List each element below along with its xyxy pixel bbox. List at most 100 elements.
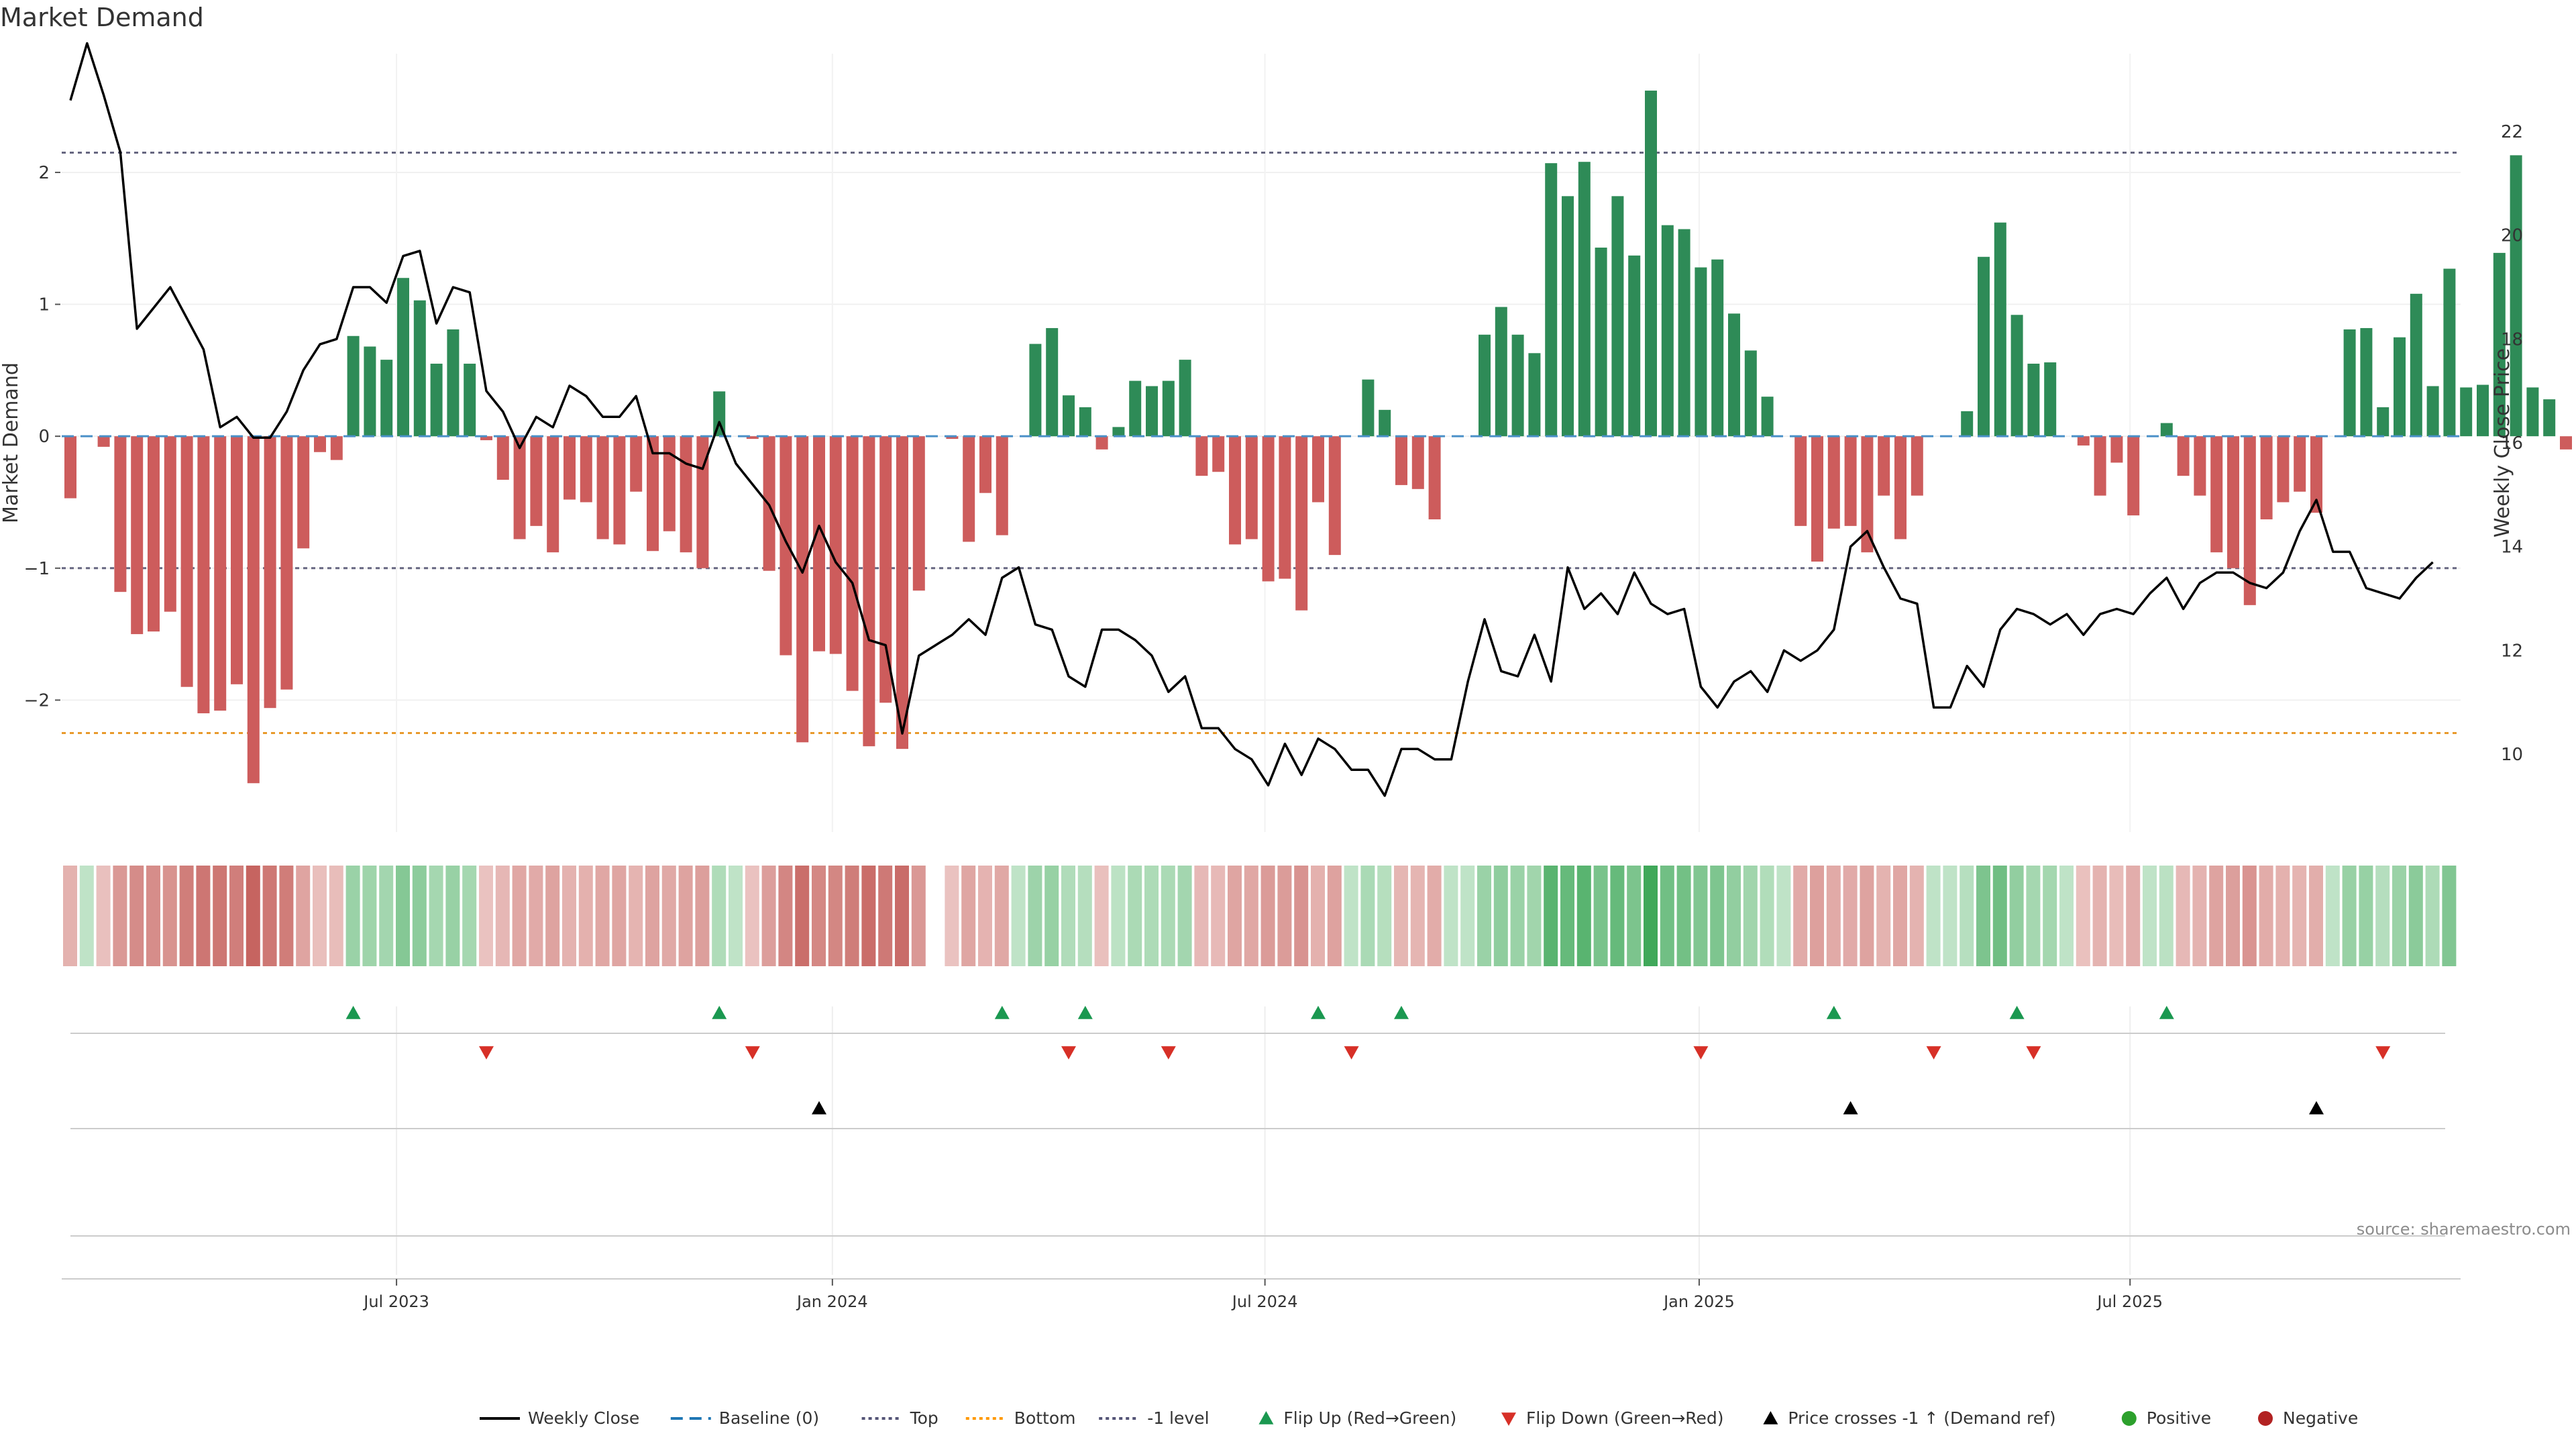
heat-cell bbox=[2043, 866, 2057, 966]
heat-cell bbox=[2325, 866, 2340, 966]
x-tick-label: Jul 2024 bbox=[1231, 1292, 1298, 1311]
heat-cell bbox=[1776, 866, 1791, 966]
demand-bar-negative bbox=[829, 436, 842, 654]
demand-bar-positive bbox=[2010, 315, 2023, 437]
heat-cell bbox=[262, 866, 277, 966]
demand-bar-negative bbox=[480, 436, 492, 441]
demand-bar-positive bbox=[2477, 384, 2489, 437]
y-left-tick-label: 0 bbox=[38, 427, 50, 447]
y-right-tick-label: 16 bbox=[2501, 433, 2523, 454]
flip-up-marker bbox=[1394, 1006, 1409, 1019]
flip-down-marker bbox=[1061, 1046, 1076, 1059]
heat-cell bbox=[345, 866, 360, 966]
x-tick-label: Jul 2025 bbox=[2096, 1292, 2163, 1311]
heat-cell bbox=[1527, 866, 1542, 966]
heat-cell bbox=[146, 866, 160, 966]
heat-cell bbox=[1644, 866, 1658, 966]
heat-cell bbox=[1510, 866, 1525, 966]
demand-bar-negative bbox=[1827, 436, 1840, 529]
demand-bar-negative bbox=[314, 436, 326, 452]
heat-cell bbox=[1477, 866, 1491, 966]
demand-bar-negative bbox=[513, 436, 526, 539]
heat-cell bbox=[1211, 866, 1226, 966]
heat-cell bbox=[229, 866, 244, 966]
y-right-tick-label: 22 bbox=[2501, 122, 2523, 142]
heat-cell bbox=[1244, 866, 1258, 966]
demand-bar-negative bbox=[1911, 436, 1923, 496]
heat-cell bbox=[1493, 866, 1508, 966]
heat-cell bbox=[1128, 866, 1142, 966]
demand-bar-positive bbox=[2377, 407, 2390, 437]
heat-cell bbox=[2309, 866, 2323, 966]
heat-cell bbox=[978, 866, 992, 966]
demand-bar-positive bbox=[2510, 155, 2522, 437]
demand-bar-positive bbox=[2443, 268, 2456, 437]
heat-cell bbox=[1560, 866, 1574, 966]
demand-bar-positive bbox=[2410, 293, 2422, 437]
demand-bar-negative bbox=[1894, 436, 1907, 539]
heat-cell bbox=[2226, 866, 2240, 966]
legend-swatch-triangle-down bbox=[1501, 1412, 1516, 1426]
heat-cell bbox=[1360, 866, 1375, 966]
demand-bar-positive bbox=[1379, 409, 1391, 437]
heat-cell bbox=[1094, 866, 1109, 966]
heat-cell bbox=[1044, 866, 1059, 966]
heat-cell bbox=[1743, 866, 1758, 966]
heat-cell bbox=[1693, 866, 1708, 966]
chart-title: Market Demand bbox=[0, 3, 204, 32]
heat-cell bbox=[129, 866, 144, 966]
demand-bar-negative bbox=[2110, 436, 2123, 463]
heat-cell bbox=[945, 866, 959, 966]
demand-bar-negative bbox=[496, 436, 509, 480]
demand-bar-positive bbox=[713, 391, 726, 437]
demand-bar-negative bbox=[64, 436, 76, 499]
demand-bar-negative bbox=[1312, 436, 1324, 503]
flip-up-marker bbox=[345, 1006, 361, 1019]
heat-cell bbox=[629, 866, 643, 966]
demand-bar-positive bbox=[1695, 267, 1707, 437]
demand-bar-negative bbox=[946, 436, 959, 439]
heat-cell bbox=[2159, 866, 2174, 966]
demand-bar-positive bbox=[1595, 248, 1607, 437]
demand-bar-negative bbox=[264, 436, 276, 709]
demand-bar-negative bbox=[2127, 436, 2140, 516]
heat-cell bbox=[113, 866, 127, 966]
heat-cell bbox=[1627, 866, 1642, 966]
heat-cell bbox=[578, 866, 593, 966]
demand-bar-positive bbox=[1528, 353, 1541, 437]
heat-cell bbox=[162, 866, 177, 966]
demand-bar-negative bbox=[813, 436, 825, 652]
heat-cell bbox=[1311, 866, 1325, 966]
heat-cell bbox=[479, 866, 493, 966]
legend-swatch-triangle-up bbox=[1763, 1411, 1778, 1424]
heat-cell bbox=[429, 866, 443, 966]
heat-cell bbox=[213, 866, 227, 966]
price-cross-marker bbox=[1843, 1101, 1858, 1114]
heat-cell bbox=[1610, 866, 1625, 966]
heat-cell bbox=[1194, 866, 1209, 966]
legend-swatch-circle bbox=[2258, 1411, 2273, 1426]
heat-cell bbox=[529, 866, 543, 966]
heat-cell bbox=[645, 866, 659, 966]
heat-cell bbox=[795, 866, 810, 966]
heat-cell bbox=[96, 866, 111, 966]
demand-bar-positive bbox=[2493, 252, 2506, 437]
demand-bar-negative bbox=[547, 436, 559, 553]
y-left-tick-label: 2 bbox=[38, 163, 50, 183]
flip-down-marker bbox=[1693, 1046, 1709, 1059]
heat-cell bbox=[2209, 866, 2224, 966]
heat-cell bbox=[2059, 866, 2074, 966]
demand-bar-negative bbox=[1411, 436, 1424, 489]
demand-bar-negative bbox=[1295, 436, 1308, 611]
demand-bar-negative bbox=[896, 436, 908, 749]
heat-cell bbox=[1576, 866, 1591, 966]
flip-down-marker bbox=[2026, 1046, 2041, 1059]
demand-bar-negative bbox=[2310, 436, 2322, 513]
y-right-tick-label: 12 bbox=[2501, 641, 2523, 661]
demand-bar-negative bbox=[696, 436, 709, 568]
heat-cell bbox=[1077, 866, 1092, 966]
demand-bar-negative bbox=[2560, 436, 2572, 450]
heat-cell bbox=[1111, 866, 1126, 966]
demand-bar-negative bbox=[164, 436, 176, 612]
